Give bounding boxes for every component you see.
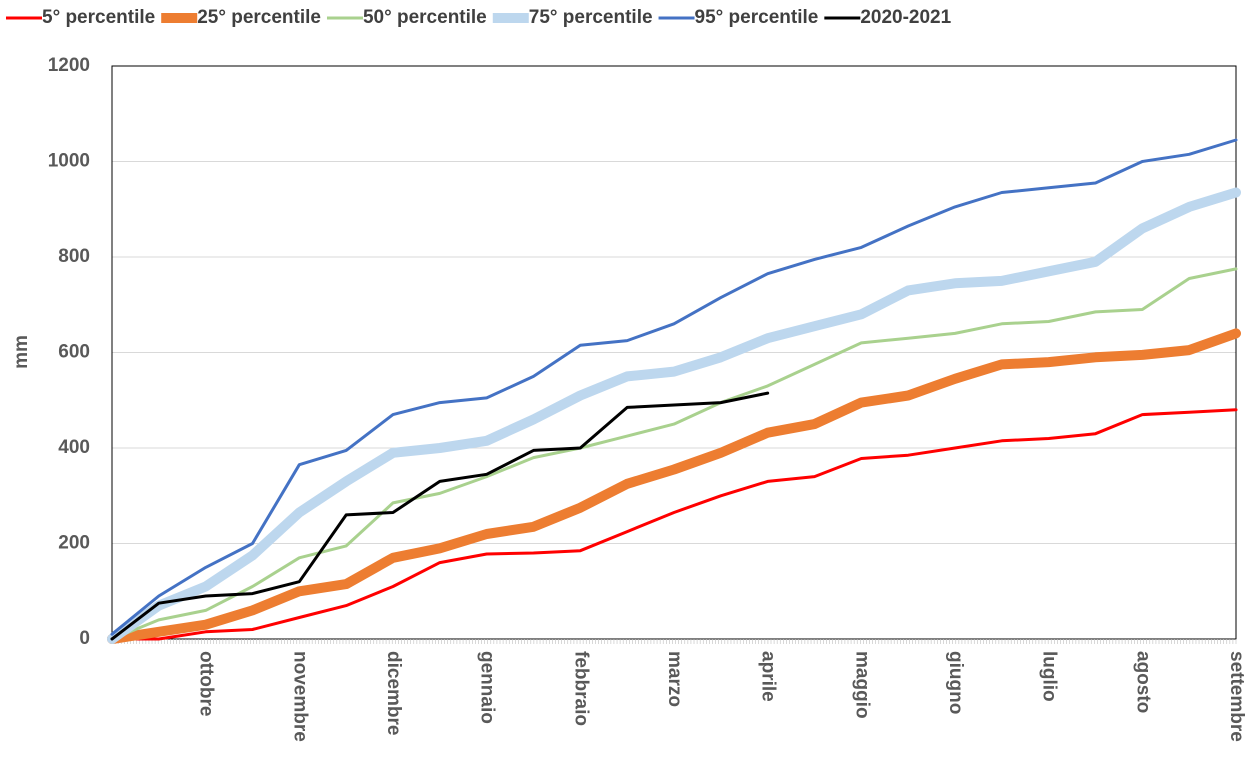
x-tick-label: novembre (289, 651, 310, 742)
x-tick-label: gennaio (477, 651, 498, 724)
y-tick-label: 1000 (48, 151, 90, 172)
x-tick-label: febbraio (570, 651, 591, 726)
plot-border (111, 65, 1237, 640)
y-tick-label: 0 (79, 628, 90, 649)
series-line (107, 328, 1241, 644)
y-tick-label: 800 (58, 246, 90, 267)
x-tick-label: aprile (758, 651, 779, 702)
legend-label: 50° percentile (363, 7, 487, 28)
x-tick-label: maggio (851, 651, 872, 719)
x-tick-label: marzo (664, 651, 685, 707)
y-tick-label: 200 (58, 533, 90, 554)
legend-label: 5° percentile (42, 7, 155, 28)
series-line (110, 267, 1238, 641)
legend-label: 95° percentile (695, 7, 819, 28)
legend-label: 2020-2021 (860, 7, 951, 28)
x-tick-label: ottobre (196, 651, 217, 716)
series-line (107, 187, 1241, 644)
x-tick-label: luglio (1039, 651, 1060, 702)
y-tick-label: 400 (58, 437, 90, 458)
series-line (110, 138, 1238, 636)
y-tick-label: 1200 (48, 55, 90, 76)
legend-label: 75° percentile (529, 7, 653, 28)
series-line (110, 408, 1238, 641)
x-tick-label: dicembre (383, 651, 404, 735)
x-tick-label: settembre (1226, 651, 1247, 742)
series-line (110, 391, 770, 641)
legend: 5° percentile 25° percentile 50° percentil… (6, 7, 952, 28)
x-tick-label: giugno (945, 651, 966, 714)
y-tick-label: 600 (58, 342, 90, 363)
y-axis-label: mm (11, 335, 32, 369)
x-tick-label: agosto (1132, 651, 1153, 713)
legend-label: 25° percentile (197, 7, 321, 28)
